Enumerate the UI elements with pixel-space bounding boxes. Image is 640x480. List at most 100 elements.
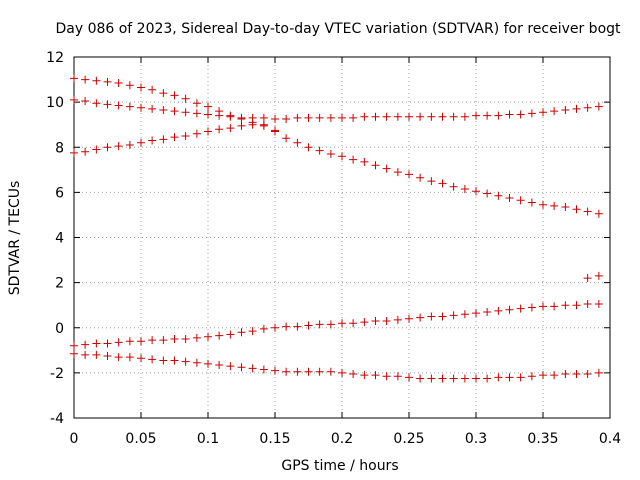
data-point <box>259 324 268 333</box>
data-point <box>181 357 190 366</box>
data-point <box>527 303 536 312</box>
data-point <box>148 104 157 113</box>
data-point <box>460 112 469 121</box>
data-point <box>170 335 179 344</box>
data-point <box>103 339 112 348</box>
series-satellite-b <box>70 95 603 124</box>
data-point <box>125 140 134 149</box>
data-point <box>505 194 514 203</box>
axes: 0 0.05 0.1 0.15 0.2 0.25 0.3 0.35 0.4 -4 -2 0 2 4 6 8 10… <box>46 50 621 447</box>
y-tick-label: 8 <box>55 140 64 156</box>
chart-title: Day 086 of 2023, Sidereal Day-to-day VTE… <box>55 21 621 37</box>
data-point <box>539 200 547 209</box>
data-point <box>103 77 112 86</box>
data-point <box>304 113 313 122</box>
data-point <box>572 301 581 310</box>
data-point <box>259 113 268 122</box>
data-point <box>583 103 592 112</box>
y-axis-label: SDTVAR / TECUs <box>7 181 23 296</box>
data-point <box>248 364 257 373</box>
data-point <box>561 203 570 212</box>
data-point <box>460 374 469 383</box>
series-satellite-d <box>583 271 603 283</box>
data-point <box>192 358 201 367</box>
data-point <box>148 355 157 364</box>
data-point <box>70 349 78 358</box>
data-point <box>315 113 324 122</box>
data-point <box>159 89 168 98</box>
data-point <box>304 321 313 330</box>
data-point <box>438 312 447 321</box>
data-point <box>137 354 145 363</box>
data-point <box>215 125 224 134</box>
data-point <box>81 96 90 105</box>
y-tick-label: 2 <box>55 276 64 292</box>
data-point <box>326 367 335 376</box>
data-point <box>405 170 413 179</box>
data-point <box>539 302 547 311</box>
data-point <box>226 362 235 371</box>
data-point <box>192 109 201 118</box>
data-points <box>70 74 603 383</box>
data-point <box>516 196 525 205</box>
data-point <box>170 356 179 365</box>
y-tick-label: 10 <box>46 95 64 111</box>
x-axis-label: GPS time / hours <box>281 458 398 474</box>
data-point <box>550 201 559 210</box>
data-point <box>326 113 335 122</box>
data-point <box>349 319 358 328</box>
data-point <box>583 370 592 379</box>
data-point <box>583 207 592 216</box>
data-point <box>483 374 492 383</box>
data-point <box>416 374 425 383</box>
data-point <box>572 205 581 214</box>
data-point <box>70 148 78 157</box>
data-point <box>427 374 436 383</box>
data-point <box>259 365 268 374</box>
data-point <box>449 374 458 383</box>
data-point <box>360 371 369 380</box>
data-point <box>92 76 101 85</box>
data-point <box>505 305 514 314</box>
data-point <box>583 274 592 283</box>
data-point <box>371 316 380 325</box>
data-point <box>137 138 145 147</box>
data-point <box>81 147 90 156</box>
data-point <box>114 78 123 87</box>
data-point <box>338 152 346 161</box>
data-point <box>125 81 134 90</box>
data-point <box>70 95 78 104</box>
data-point <box>472 374 480 383</box>
data-point <box>181 335 190 344</box>
data-point <box>259 121 268 130</box>
data-point <box>382 316 391 325</box>
data-point <box>181 94 190 103</box>
data-point <box>282 134 291 143</box>
data-point <box>326 150 335 159</box>
data-point <box>460 310 469 319</box>
data-point <box>315 367 324 376</box>
data-point <box>92 99 101 108</box>
data-point <box>360 157 369 166</box>
data-point <box>103 143 112 152</box>
data-point <box>416 112 425 121</box>
data-point <box>382 112 391 121</box>
data-point <box>583 300 592 309</box>
data-point <box>326 320 335 329</box>
data-point <box>204 359 212 368</box>
data-point <box>360 112 369 121</box>
data-point <box>594 271 603 280</box>
series-satellite-f <box>70 349 603 383</box>
data-point <box>550 107 559 116</box>
data-point <box>81 350 90 359</box>
data-point <box>192 333 201 342</box>
data-point <box>237 328 246 337</box>
y-tick-label: 6 <box>55 185 64 201</box>
data-point <box>382 372 391 381</box>
data-point <box>427 312 436 321</box>
data-point <box>338 319 346 328</box>
data-point <box>148 336 157 345</box>
data-point <box>561 370 570 379</box>
data-point <box>572 104 581 113</box>
